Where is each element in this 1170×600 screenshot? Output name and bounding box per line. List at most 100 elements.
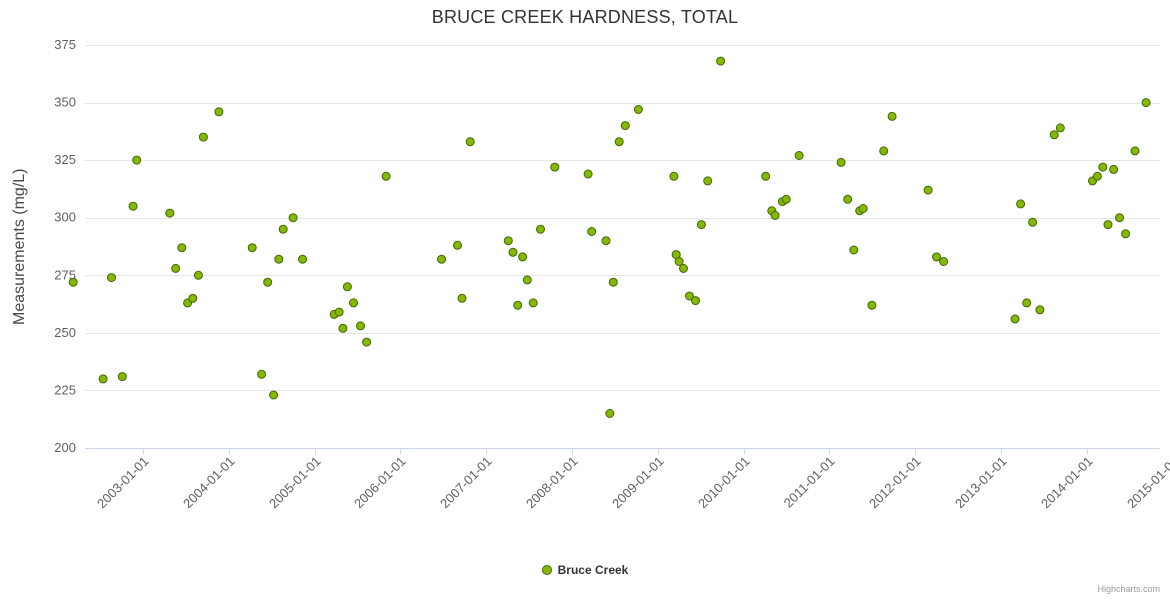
legend-marker-icon bbox=[541, 565, 552, 575]
data-point[interactable] bbox=[601, 236, 611, 246]
data-point[interactable] bbox=[214, 107, 224, 117]
data-point[interactable] bbox=[381, 171, 391, 181]
data-point[interactable] bbox=[278, 224, 288, 234]
data-point[interactable] bbox=[1049, 130, 1059, 140]
data-point[interactable] bbox=[608, 277, 618, 287]
x-tick-label: 2006-01-01 bbox=[351, 454, 409, 512]
data-point[interactable] bbox=[356, 321, 365, 331]
data-point[interactable] bbox=[849, 245, 859, 255]
x-tick-label: 2007-01-01 bbox=[437, 454, 495, 512]
data-point[interactable] bbox=[879, 146, 889, 156]
data-point[interactable] bbox=[68, 277, 78, 287]
data-point[interactable] bbox=[457, 293, 467, 303]
data-point[interactable] bbox=[342, 282, 352, 292]
data-point[interactable] bbox=[867, 300, 877, 310]
data-point[interactable] bbox=[1115, 213, 1124, 223]
data-point[interactable] bbox=[117, 372, 127, 382]
data-point[interactable] bbox=[1016, 199, 1026, 209]
data-point[interactable] bbox=[437, 254, 447, 264]
data-point[interactable] bbox=[1022, 298, 1032, 308]
data-point[interactable] bbox=[334, 307, 344, 317]
data-point[interactable] bbox=[128, 201, 138, 211]
data-point[interactable] bbox=[513, 300, 523, 310]
data-point[interactable] bbox=[257, 369, 267, 379]
data-point[interactable] bbox=[858, 204, 868, 213]
data-point[interactable] bbox=[171, 263, 181, 273]
data-point[interactable] bbox=[536, 224, 545, 234]
data-point[interactable] bbox=[633, 105, 643, 114]
data-point[interactable] bbox=[761, 171, 771, 181]
data-point[interactable] bbox=[939, 257, 949, 266]
data-point[interactable] bbox=[453, 240, 462, 250]
data-point[interactable] bbox=[522, 275, 532, 285]
data-point[interactable] bbox=[298, 254, 307, 264]
data-point[interactable] bbox=[684, 291, 694, 301]
y-tick-label: 200 bbox=[54, 440, 76, 455]
data-point[interactable] bbox=[679, 263, 688, 273]
data-point[interactable] bbox=[247, 243, 257, 253]
y-tick-label: 325 bbox=[54, 152, 76, 167]
data-point[interactable] bbox=[508, 247, 518, 257]
data-point[interactable] bbox=[503, 236, 513, 246]
data-point[interactable] bbox=[887, 111, 897, 121]
data-point[interactable] bbox=[288, 213, 298, 223]
y-tick-label: 225 bbox=[54, 382, 76, 397]
data-point[interactable] bbox=[1109, 164, 1119, 174]
data-point[interactable] bbox=[1092, 171, 1102, 181]
data-point[interactable] bbox=[674, 257, 684, 266]
data-point[interactable] bbox=[794, 151, 804, 160]
data-point[interactable] bbox=[107, 273, 116, 283]
data-point[interactable] bbox=[550, 162, 560, 172]
data-point[interactable] bbox=[770, 210, 780, 220]
y-tick-label: 275 bbox=[54, 267, 76, 282]
data-point[interactable] bbox=[193, 270, 203, 280]
y-axis-title: Measurements (mg/L) bbox=[11, 168, 28, 325]
data-point[interactable] bbox=[263, 277, 273, 287]
data-point[interactable] bbox=[528, 298, 538, 308]
data-point[interactable] bbox=[165, 208, 175, 218]
data-point[interactable] bbox=[1130, 146, 1140, 156]
y-tick-label: 250 bbox=[54, 325, 76, 340]
x-tick-label: 2003-01-01 bbox=[94, 454, 152, 512]
data-point[interactable] bbox=[1055, 123, 1065, 133]
data-point[interactable] bbox=[843, 194, 853, 204]
data-point[interactable] bbox=[587, 227, 597, 236]
data-point[interactable] bbox=[1098, 162, 1108, 172]
data-point[interactable] bbox=[605, 409, 615, 418]
data-point[interactable] bbox=[338, 323, 348, 333]
data-point[interactable] bbox=[836, 157, 846, 167]
data-point[interactable] bbox=[932, 252, 941, 262]
x-tick-label: 2010-01-01 bbox=[695, 454, 753, 512]
data-point[interactable] bbox=[465, 137, 475, 147]
data-point[interactable] bbox=[1103, 220, 1113, 230]
data-point[interactable] bbox=[518, 252, 528, 262]
data-point[interactable] bbox=[781, 194, 791, 204]
data-point[interactable] bbox=[132, 155, 142, 165]
data-point[interactable] bbox=[696, 220, 706, 230]
legend-item[interactable]: Bruce Creek bbox=[0, 563, 1170, 577]
data-point[interactable] bbox=[362, 337, 372, 347]
data-point[interactable] bbox=[1141, 98, 1151, 108]
data-point[interactable] bbox=[349, 298, 358, 308]
data-point[interactable] bbox=[188, 293, 198, 303]
data-point[interactable] bbox=[1121, 229, 1131, 239]
data-point[interactable] bbox=[620, 121, 630, 131]
data-point[interactable] bbox=[274, 254, 284, 264]
chart-title: BRUCE CREEK HARDNESS, TOTAL bbox=[431, 7, 739, 27]
data-point[interactable] bbox=[1010, 314, 1020, 324]
data-point[interactable] bbox=[1028, 217, 1038, 227]
data-point[interactable] bbox=[923, 185, 933, 195]
highcharts-credits-link[interactable]: Highcharts.com bbox=[1097, 584, 1160, 594]
data-point[interactable] bbox=[716, 56, 726, 66]
data-point[interactable] bbox=[269, 390, 279, 400]
data-point[interactable] bbox=[703, 176, 713, 186]
data-point[interactable] bbox=[691, 296, 700, 306]
data-point[interactable] bbox=[177, 243, 187, 253]
y-tick-label: 375 bbox=[54, 37, 76, 52]
data-point[interactable] bbox=[98, 374, 108, 384]
data-point[interactable] bbox=[614, 137, 624, 147]
data-point[interactable] bbox=[583, 169, 593, 179]
data-point[interactable] bbox=[669, 171, 679, 181]
data-point[interactable] bbox=[198, 132, 208, 142]
data-point[interactable] bbox=[1035, 305, 1045, 315]
